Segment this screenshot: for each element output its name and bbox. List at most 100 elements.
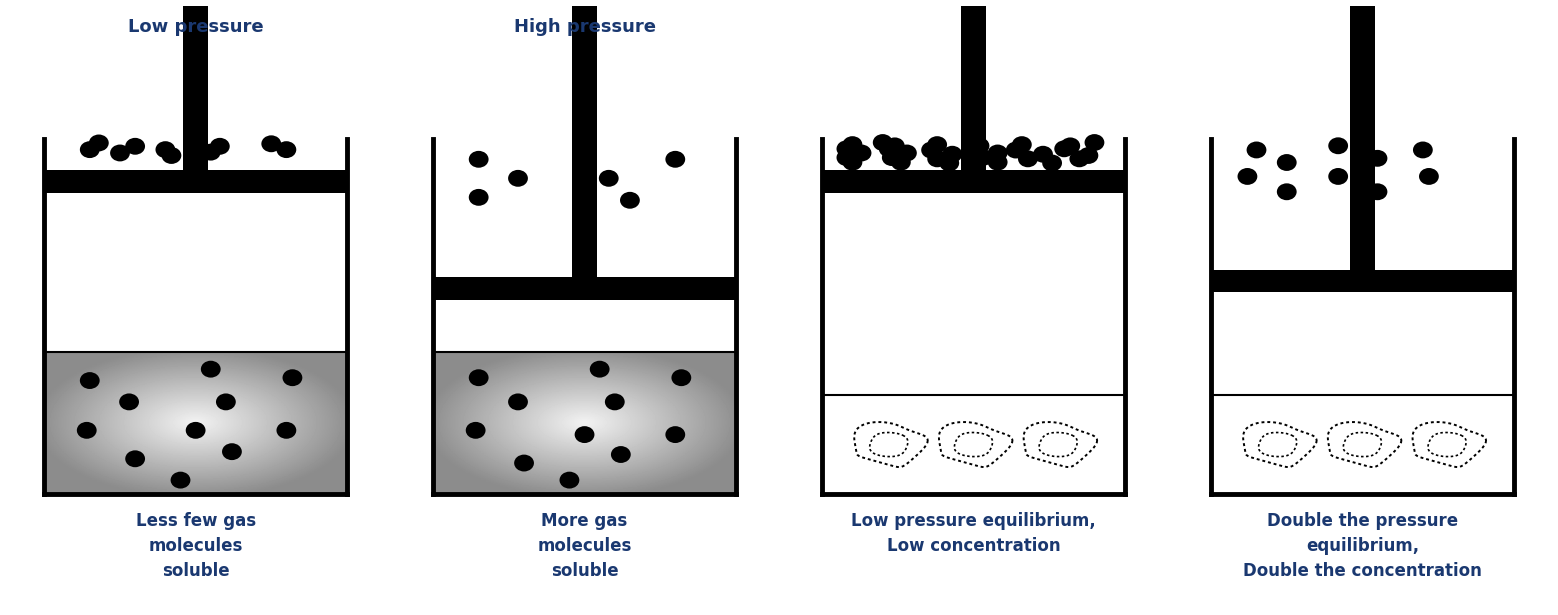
Ellipse shape: [921, 141, 941, 159]
Ellipse shape: [879, 140, 899, 157]
Ellipse shape: [665, 151, 686, 168]
Text: High pressure: High pressure: [514, 18, 656, 36]
Text: Low pressure: Low pressure: [128, 18, 263, 36]
Ellipse shape: [891, 154, 911, 170]
Ellipse shape: [125, 138, 145, 155]
Ellipse shape: [605, 394, 625, 410]
Ellipse shape: [969, 137, 989, 154]
Ellipse shape: [665, 426, 686, 443]
Ellipse shape: [927, 136, 947, 153]
Ellipse shape: [671, 369, 692, 386]
Ellipse shape: [897, 145, 916, 161]
Ellipse shape: [276, 141, 296, 158]
Ellipse shape: [125, 450, 145, 467]
Ellipse shape: [466, 422, 486, 438]
Ellipse shape: [276, 422, 296, 438]
Ellipse shape: [1413, 141, 1433, 159]
Ellipse shape: [620, 192, 640, 208]
Ellipse shape: [575, 426, 595, 443]
Ellipse shape: [76, 422, 97, 438]
Ellipse shape: [171, 472, 190, 488]
Bar: [961, 6, 986, 170]
Ellipse shape: [201, 361, 221, 378]
Ellipse shape: [598, 170, 619, 187]
Ellipse shape: [837, 140, 857, 157]
Bar: [824, 139, 1123, 181]
Ellipse shape: [963, 140, 983, 157]
Ellipse shape: [469, 369, 489, 386]
Bar: [433, 277, 735, 300]
Bar: [823, 395, 1125, 494]
Ellipse shape: [872, 134, 893, 151]
Ellipse shape: [590, 361, 609, 378]
Ellipse shape: [79, 372, 100, 389]
Ellipse shape: [217, 394, 235, 410]
Ellipse shape: [939, 154, 960, 172]
Ellipse shape: [611, 446, 631, 463]
Ellipse shape: [89, 135, 109, 151]
Ellipse shape: [1237, 168, 1257, 185]
Ellipse shape: [210, 138, 229, 155]
Ellipse shape: [514, 454, 534, 472]
Ellipse shape: [1329, 168, 1348, 185]
Ellipse shape: [469, 189, 489, 206]
Ellipse shape: [885, 137, 905, 154]
Bar: [47, 139, 344, 181]
Ellipse shape: [111, 145, 129, 161]
Ellipse shape: [1368, 150, 1387, 167]
Ellipse shape: [282, 369, 302, 386]
Bar: [1211, 269, 1514, 293]
Ellipse shape: [559, 472, 580, 488]
Ellipse shape: [1329, 137, 1348, 154]
Ellipse shape: [1033, 146, 1053, 163]
Bar: [1211, 395, 1514, 494]
Ellipse shape: [118, 394, 139, 410]
Ellipse shape: [1078, 147, 1098, 164]
Ellipse shape: [1061, 137, 1080, 154]
Ellipse shape: [1419, 168, 1440, 185]
Ellipse shape: [1278, 183, 1296, 200]
Ellipse shape: [1278, 154, 1296, 171]
Ellipse shape: [882, 149, 902, 166]
Ellipse shape: [162, 147, 181, 164]
Bar: [1214, 139, 1511, 281]
Ellipse shape: [1084, 134, 1105, 151]
Ellipse shape: [837, 149, 857, 166]
Ellipse shape: [79, 141, 100, 158]
Ellipse shape: [1042, 154, 1063, 172]
Text: More gas
molecules
soluble: More gas molecules soluble: [538, 512, 631, 581]
Ellipse shape: [943, 146, 963, 163]
Bar: [572, 6, 597, 277]
Ellipse shape: [988, 154, 1008, 170]
Ellipse shape: [262, 135, 280, 153]
Text: Less few gas
molecules
soluble: Less few gas molecules soluble: [136, 512, 256, 581]
Ellipse shape: [1017, 151, 1038, 167]
Ellipse shape: [1055, 140, 1073, 157]
Bar: [435, 139, 734, 288]
Ellipse shape: [927, 151, 947, 167]
Bar: [44, 170, 347, 193]
Ellipse shape: [1006, 141, 1025, 159]
Ellipse shape: [201, 144, 221, 161]
Ellipse shape: [575, 145, 595, 162]
Bar: [823, 170, 1125, 193]
Text: Double the pressure
equilibrium,
Double the concentration: Double the pressure equilibrium, Double …: [1243, 512, 1482, 581]
Ellipse shape: [508, 394, 528, 410]
Text: Low pressure equilibrium,
Low concentration: Low pressure equilibrium, Low concentrat…: [851, 512, 1095, 555]
Ellipse shape: [1013, 136, 1031, 153]
Ellipse shape: [1246, 141, 1267, 159]
Bar: [1349, 6, 1376, 269]
Ellipse shape: [852, 145, 871, 161]
Ellipse shape: [1069, 151, 1089, 167]
Ellipse shape: [223, 443, 241, 460]
Ellipse shape: [988, 145, 1008, 161]
Ellipse shape: [843, 154, 863, 170]
Ellipse shape: [972, 149, 992, 166]
Ellipse shape: [156, 141, 176, 158]
Ellipse shape: [1368, 183, 1387, 200]
Ellipse shape: [508, 170, 528, 187]
Ellipse shape: [185, 422, 206, 438]
Bar: [182, 6, 209, 170]
Ellipse shape: [469, 151, 489, 168]
Ellipse shape: [843, 136, 863, 153]
